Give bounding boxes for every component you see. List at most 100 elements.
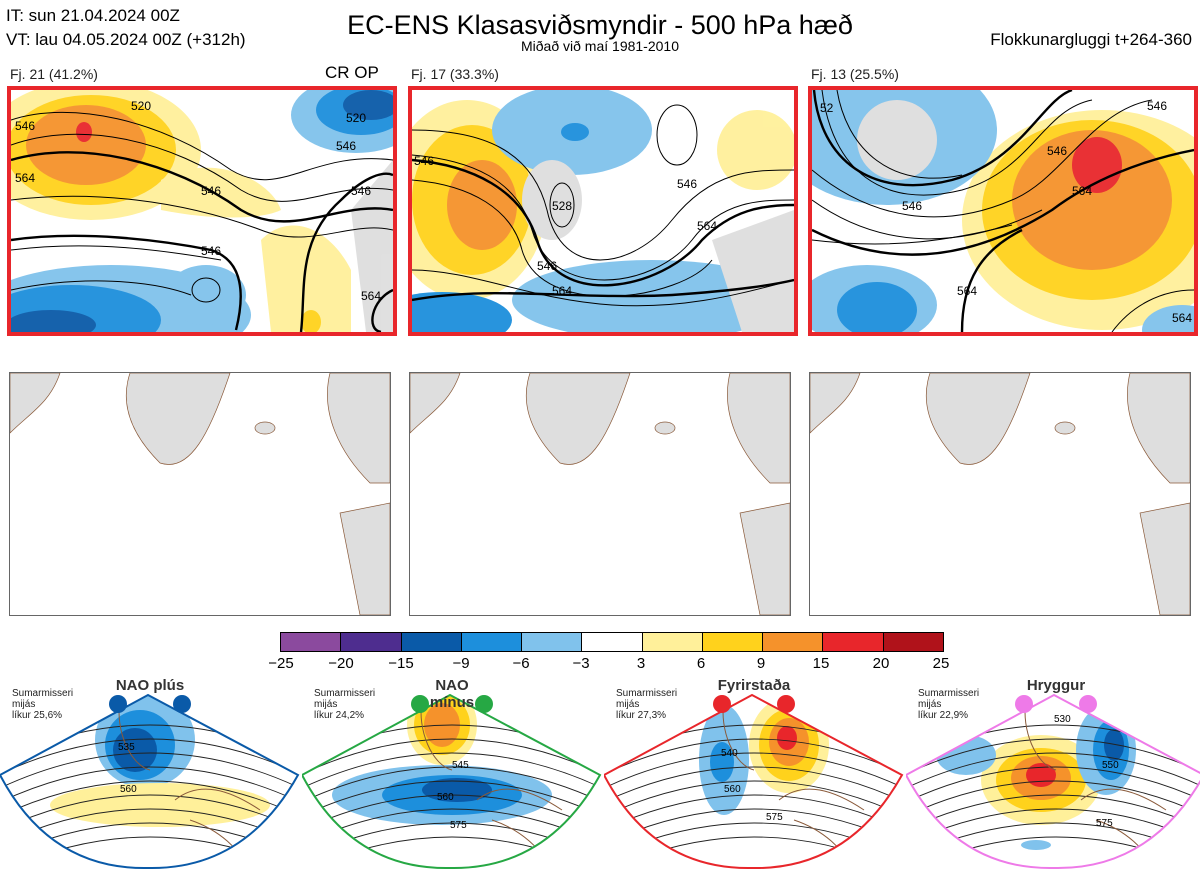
regime-marker — [1079, 695, 1097, 713]
regime-fan-2: 545 560 575 — [302, 693, 602, 870]
regime-marker — [777, 695, 795, 713]
colorbar-tick: −9 — [452, 655, 470, 672]
contour-line — [302, 780, 600, 817]
land-1 — [351, 160, 393, 332]
cluster-1-badge: CR OP — [325, 63, 379, 82]
contour-5 — [11, 280, 192, 296]
clabel: 546 — [1147, 99, 1167, 113]
clabel: 528 — [552, 199, 572, 213]
contour-bold-2 — [812, 148, 1194, 256]
regime-marker — [1015, 695, 1033, 713]
regime-outline — [906, 693, 1200, 870]
land-1 — [857, 100, 937, 180]
regime-freq-label: mijás — [616, 699, 640, 710]
contour-line — [906, 822, 1200, 859]
contour-line — [0, 738, 298, 775]
anom-pos-4 — [76, 122, 92, 142]
contour-3 — [412, 179, 713, 297]
contour-line — [604, 738, 902, 775]
contour-bold-1 — [412, 158, 794, 287]
regime-contour-label: 575 — [1096, 818, 1113, 829]
anom-neg-4 — [1142, 305, 1194, 332]
clabel: 564 — [697, 219, 717, 233]
empty-map-3 — [809, 372, 1191, 616]
contour-4 — [11, 245, 222, 261]
contour-line — [0, 766, 298, 803]
anomaly-blob — [710, 742, 734, 782]
anom-neg-4 — [412, 292, 512, 332]
contour-4 — [412, 269, 794, 307]
land-europe — [339, 502, 390, 615]
anom-neg-7 — [166, 265, 246, 325]
contour-line — [302, 738, 600, 775]
clabel: 546 — [15, 119, 35, 133]
contour-2 — [412, 154, 794, 281]
colorbar-tick: 3 — [636, 655, 646, 672]
land-iceland — [254, 421, 276, 435]
contour-labels-2: 546 546 528 546 564 564 — [414, 154, 717, 298]
colorbar-tick: 25 — [932, 655, 950, 672]
cluster-2-map: 546 546 528 546 564 564 — [408, 86, 798, 336]
contour-line — [604, 808, 902, 845]
contour-2 — [836, 90, 963, 179]
colorbar-cell — [522, 633, 583, 651]
clabel: 564 — [957, 284, 977, 298]
contour-line — [906, 752, 1200, 789]
regime-name: NAO plús — [115, 677, 185, 694]
contour-bold-3 — [299, 172, 393, 332]
regime-marker — [173, 695, 191, 713]
contour-line — [604, 752, 902, 789]
colorbar — [280, 632, 944, 652]
land-scandinavia — [727, 373, 790, 484]
contour-line — [604, 836, 902, 869]
contour-bold-2 — [11, 234, 242, 331]
contour-line — [0, 780, 298, 817]
land-canada — [810, 373, 861, 434]
colorbar-cell — [281, 633, 342, 651]
contour-line — [906, 836, 1200, 869]
clabel: 546 — [902, 199, 922, 213]
empty-map-1 — [9, 372, 391, 616]
contour-line — [906, 766, 1200, 803]
contour-5 — [656, 104, 698, 166]
anomaly-blob — [777, 726, 797, 750]
valid-time: VT: lau 04.05.2024 00Z (+312h) — [6, 30, 246, 49]
colorbar-cell — [823, 633, 884, 651]
page-title: EC-ENS Klasasviðsmyndir - 500 hPa hæð — [347, 10, 853, 40]
anom-pos-3 — [1012, 130, 1172, 270]
regime-freq-label: mijás — [314, 699, 338, 710]
empty-map-2 — [409, 372, 791, 616]
land-iceland — [654, 421, 676, 435]
land-scandinavia — [1127, 373, 1190, 484]
contour-labels-3: 52 546 546 564 564 546 564 — [820, 99, 1192, 325]
regime-contour-label: 575 — [450, 820, 467, 831]
cluster-3-label: Fj. 13 (25.5%) — [811, 66, 899, 82]
land-greenland — [925, 373, 1031, 465]
contour-line — [302, 794, 600, 831]
cluster-1-label: Fj. 21 (41.2%) — [10, 66, 98, 82]
contour-3 — [812, 99, 1153, 218]
colorbar-cell — [883, 633, 943, 651]
regime-fan-3: 540 560 575 — [604, 693, 904, 870]
anom-neg-2 — [561, 123, 589, 141]
anomaly-blob — [1104, 729, 1124, 761]
contour-line — [0, 794, 298, 831]
regime-prob: líkur 22,9% — [918, 710, 969, 721]
regime-contour-label: 535 — [118, 742, 135, 753]
clabel: 546 — [537, 259, 557, 273]
regime-contour-label: 560 — [724, 784, 741, 795]
land-2 — [522, 160, 582, 240]
clabel: 564 — [361, 289, 381, 303]
land-scandinavia — [327, 373, 390, 484]
contour-line — [302, 766, 600, 803]
regime-prob: líkur 27,3% — [616, 710, 667, 721]
anom-neg-3 — [343, 90, 393, 120]
contour-line — [906, 794, 1200, 831]
clabel: 564 — [1172, 311, 1192, 325]
regime-contour-label: 550 — [1102, 760, 1119, 771]
contour-line — [906, 780, 1200, 817]
regime-outline — [604, 693, 904, 870]
anom-pos-4 — [1072, 137, 1122, 193]
anomaly-blob — [1021, 840, 1051, 850]
land-greenland — [125, 373, 231, 465]
